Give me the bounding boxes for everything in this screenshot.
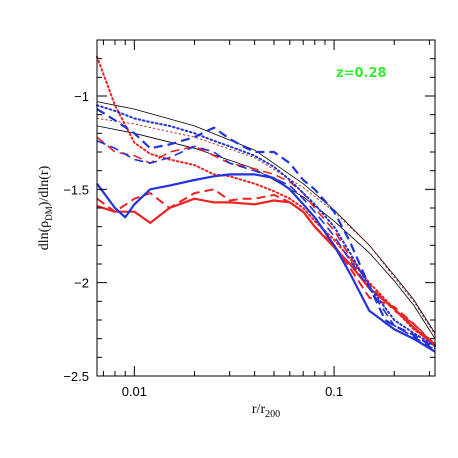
plot-frame: [96, 39, 436, 377]
series-line-6: [96, 55, 436, 346]
series-line-3: [96, 117, 436, 336]
y-tick-label-3: −2: [74, 276, 89, 291]
ticks-layer: [97, 39, 435, 377]
tick-labels: 0.01 0.1 −1 −1.5 −2 −2.5: [63, 89, 343, 399]
series-layer: [96, 55, 436, 353]
series-line-11: [96, 140, 436, 351]
series-line-9: [96, 108, 436, 349]
series-line-5: [96, 188, 436, 347]
x-tick-label-2: 0.1: [325, 384, 343, 399]
y-tick-label-2: −1.5: [63, 182, 89, 197]
series-line-10: [96, 104, 436, 348]
y-tick-label-4: −2.5: [63, 369, 89, 384]
x-axis-label: r/r200: [252, 402, 280, 420]
x-tick-label-1: 0.01: [122, 384, 147, 399]
y-tick-label-1: −1: [74, 89, 89, 104]
series-line-7: [96, 136, 436, 345]
redshift-annotation: z=0.28: [336, 66, 387, 81]
series-line-1: [96, 101, 436, 334]
series-line-8: [96, 173, 436, 353]
series-line-2: [96, 125, 436, 339]
series-line-4: [96, 197, 436, 347]
y-axis-label: dln(ρDM)/dln(r): [37, 165, 54, 250]
